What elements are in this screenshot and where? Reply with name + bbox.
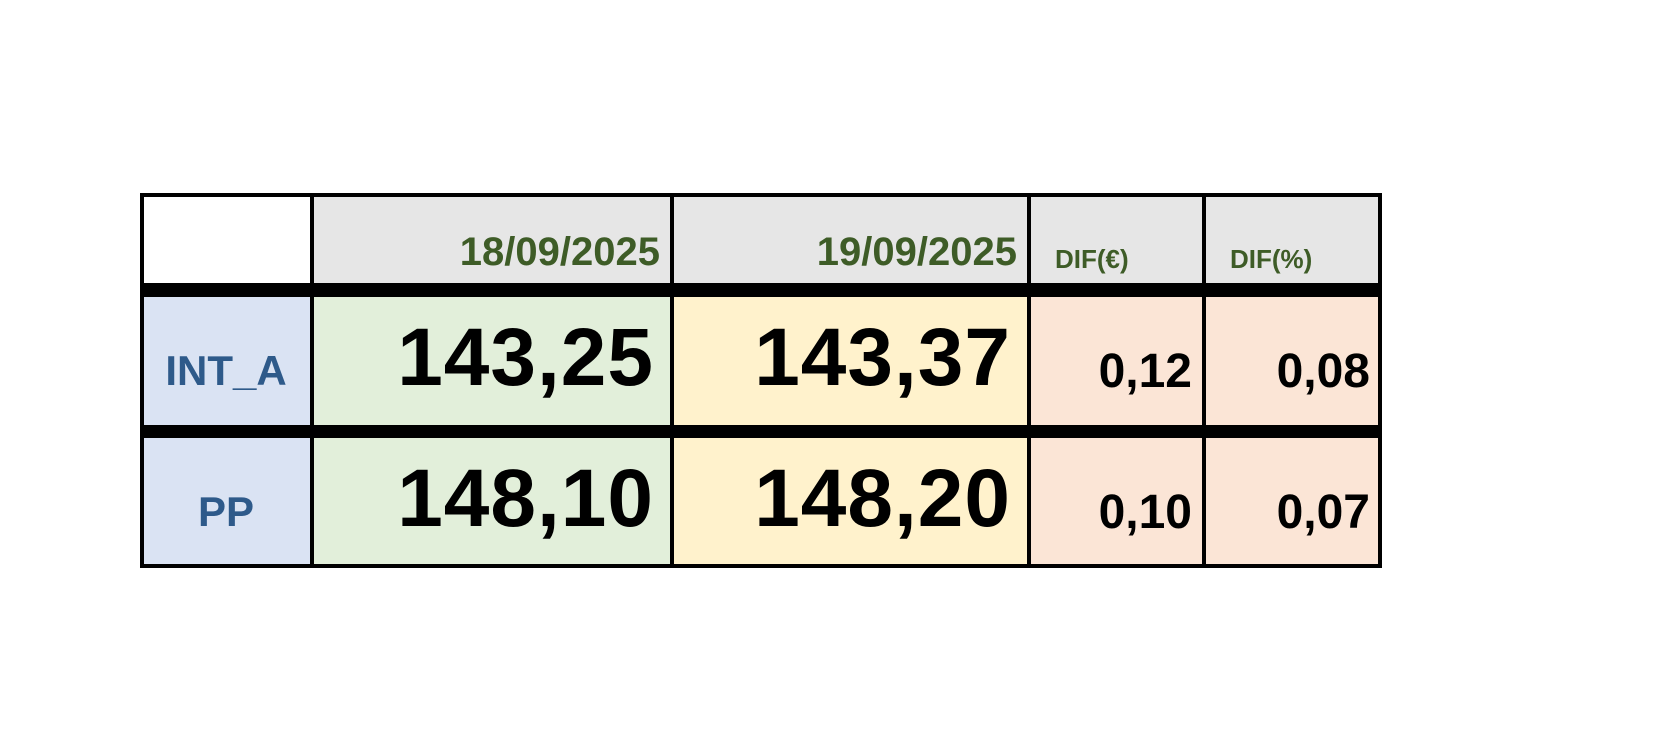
diff-cell: 0,08 (1204, 295, 1382, 427)
value-cell: 148,10 (312, 436, 672, 568)
row-label: PP (140, 436, 312, 568)
separator (140, 426, 1382, 436)
corner-cell (140, 193, 312, 285)
header-cell: 19/09/2025 (672, 193, 1029, 285)
header-cell: 18/09/2025 (312, 193, 672, 285)
header-cell: DIF(€) (1029, 193, 1204, 285)
separator (140, 283, 1382, 295)
value-cell: 148,20 (672, 436, 1029, 568)
diff-cell: 0,12 (1029, 295, 1204, 427)
value-cell: 143,37 (672, 295, 1029, 427)
diff-cell: 0,10 (1029, 436, 1204, 568)
row-label: INT_A (140, 295, 312, 427)
header-cell: DIF(%) (1204, 193, 1382, 285)
value-cell: 143,25 (312, 295, 672, 427)
diff-cell: 0,07 (1204, 436, 1382, 568)
